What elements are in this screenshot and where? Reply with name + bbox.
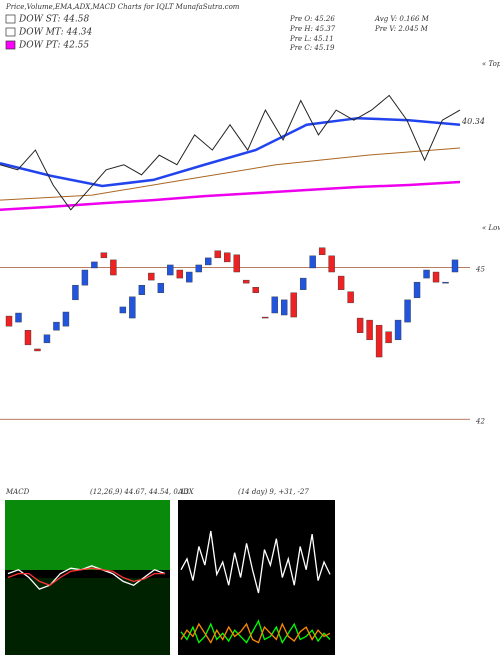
candle xyxy=(243,279,250,284)
candle xyxy=(299,277,307,290)
candle xyxy=(309,255,316,269)
legend-label: DOW ST: 44.58 xyxy=(18,15,89,25)
y-tick-label: 45 xyxy=(475,265,485,273)
line xyxy=(7,567,165,586)
line xyxy=(0,147,461,201)
adx-panel xyxy=(178,500,335,655)
candle xyxy=(423,269,430,279)
candle xyxy=(43,334,51,344)
candle xyxy=(186,271,193,283)
candle xyxy=(280,299,288,316)
line xyxy=(0,180,461,212)
candle xyxy=(157,282,165,293)
candle xyxy=(81,269,89,286)
candle xyxy=(167,264,174,276)
candle xyxy=(442,281,449,284)
legend-label: DOW PT: 42.55 xyxy=(18,41,89,51)
candle xyxy=(5,315,13,327)
title: Price,Volume,EMA,ADX,MACD Charts for IQL… xyxy=(5,3,240,11)
candle xyxy=(119,306,127,314)
adx-params: (14 day) 9, +31, -27 xyxy=(238,488,309,496)
stat: Pre O: 45.26 xyxy=(289,15,335,23)
stat: Avg V: 0.166 M xyxy=(374,15,430,23)
line xyxy=(0,116,461,188)
candle xyxy=(337,275,345,290)
candle xyxy=(224,252,231,263)
candle xyxy=(91,261,98,269)
candle xyxy=(129,296,136,319)
tops-label: « Tops xyxy=(482,60,500,68)
candle xyxy=(413,281,421,299)
candle xyxy=(366,319,373,341)
candle xyxy=(110,259,117,276)
last-label: 40.34 xyxy=(461,117,485,126)
candle xyxy=(195,264,202,273)
candle xyxy=(347,291,354,304)
candle xyxy=(252,287,259,293)
candle xyxy=(356,317,364,333)
candle xyxy=(53,321,60,331)
stat: Pre L: 45.11 xyxy=(289,35,334,43)
candle xyxy=(233,254,240,273)
candle xyxy=(394,319,402,341)
stat: Pre V: 2.045 M xyxy=(374,25,429,33)
candle xyxy=(72,284,79,301)
candle xyxy=(271,296,278,314)
y-tick-label: 42 xyxy=(475,417,485,425)
macd-lower xyxy=(5,578,170,655)
candle xyxy=(62,311,70,327)
candle xyxy=(404,299,411,323)
candle xyxy=(318,247,326,256)
candle xyxy=(375,324,383,358)
legend: DOW ST: 44.58 DOW MT: 44.34 DOW PT: 42.55 xyxy=(5,14,93,51)
line xyxy=(7,565,166,590)
candle xyxy=(100,252,108,259)
stat: Pre C: 45.19 xyxy=(289,44,335,52)
macd-label: MACD xyxy=(5,488,30,496)
candle xyxy=(34,348,41,352)
candle xyxy=(205,257,212,266)
candle xyxy=(432,271,440,283)
candle xyxy=(148,272,155,281)
candle xyxy=(262,316,269,319)
candle xyxy=(15,312,22,323)
candle xyxy=(138,284,146,295)
candle xyxy=(290,292,297,318)
lows-label: « Lows xyxy=(482,224,500,232)
candle xyxy=(214,250,221,259)
adx-label: ADX xyxy=(177,488,195,496)
legend-swatch xyxy=(5,27,16,37)
candle xyxy=(176,269,184,279)
stat: Pre H: 45.37 xyxy=(289,25,336,33)
legend-label: DOW MT: 44.34 xyxy=(18,28,93,38)
line xyxy=(180,530,331,594)
macd-params: (12,26,9) 44.67, 44.54, 0.13 xyxy=(90,488,190,496)
candle xyxy=(385,331,392,344)
legend-swatch xyxy=(5,40,16,50)
line xyxy=(180,622,331,644)
legend-swatch xyxy=(5,14,16,24)
candle xyxy=(328,255,335,273)
candle xyxy=(451,259,459,273)
line xyxy=(0,94,461,211)
candle xyxy=(24,330,32,346)
macd-upper xyxy=(5,500,170,570)
